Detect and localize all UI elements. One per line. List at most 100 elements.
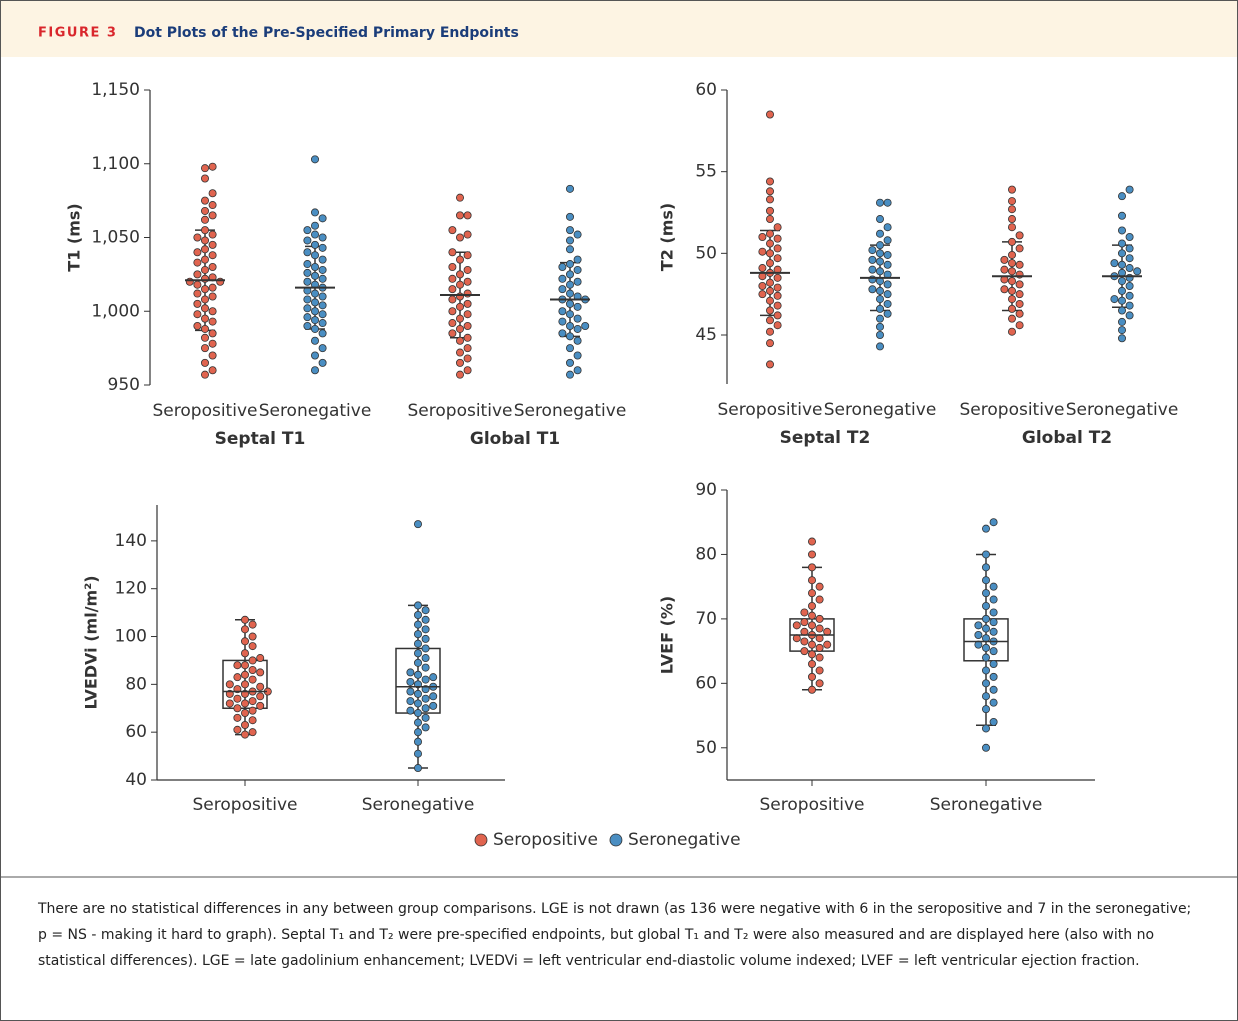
dot [1000, 255, 1009, 264]
dot [185, 277, 194, 286]
dot [800, 618, 809, 627]
dot [808, 550, 817, 559]
dot [1110, 259, 1119, 268]
dot [413, 728, 422, 737]
dot [1125, 185, 1134, 194]
dot [248, 675, 257, 684]
dot [876, 304, 885, 313]
dot [208, 262, 217, 271]
dot [413, 630, 422, 639]
y-tick-label: 70 [695, 609, 717, 629]
x-tick-label: Seropositive [718, 400, 823, 420]
dot [448, 226, 457, 235]
dot [766, 195, 775, 204]
dot [808, 602, 817, 611]
dot [463, 321, 472, 330]
dot [1118, 239, 1127, 248]
dot [208, 366, 217, 375]
dot [808, 672, 817, 681]
dot [208, 230, 217, 239]
dot [876, 314, 885, 323]
dot [406, 706, 415, 715]
y-tick-label: 950 [108, 375, 140, 395]
dot [808, 563, 817, 572]
dot [982, 589, 991, 598]
dot [566, 212, 575, 221]
dot [318, 255, 327, 264]
dot [815, 614, 824, 623]
dot [566, 245, 575, 254]
dot [448, 295, 457, 304]
dot [808, 650, 817, 659]
dot [1008, 277, 1017, 286]
dot [413, 620, 422, 629]
dot [1118, 226, 1127, 235]
dot [989, 582, 998, 591]
dot [883, 290, 892, 299]
dot [876, 229, 885, 238]
dot [413, 709, 422, 718]
x-tick-label: Seronegative [362, 795, 475, 815]
dot [1125, 232, 1134, 241]
y-tick-label: 1,100 [91, 154, 140, 174]
dot [248, 728, 257, 737]
dot [413, 764, 422, 773]
dot [581, 321, 590, 330]
dot [448, 262, 457, 271]
dot [883, 299, 892, 308]
dot [1118, 286, 1127, 295]
dot [1118, 211, 1127, 220]
dot [448, 319, 457, 328]
dot [808, 685, 817, 694]
dot [455, 336, 464, 345]
dot [248, 706, 257, 715]
dot [989, 660, 998, 669]
legend-swatch [474, 833, 488, 847]
dot [758, 247, 767, 256]
dot [1015, 231, 1024, 240]
x-tick-label: Seropositive [760, 795, 865, 815]
dot [573, 336, 582, 345]
dot [208, 317, 217, 326]
dot [1015, 244, 1024, 253]
dot [248, 666, 257, 675]
dot [421, 713, 430, 722]
dot [208, 283, 217, 292]
dot [815, 624, 824, 633]
dot [248, 632, 257, 641]
dot [318, 214, 327, 223]
dot [989, 718, 998, 727]
dot [566, 310, 575, 319]
y-tick-label: 90 [695, 480, 717, 500]
dot [200, 245, 209, 254]
dot [200, 295, 209, 304]
dot [773, 283, 782, 292]
x-tick-label: Seropositive [153, 401, 258, 421]
dot [240, 661, 249, 670]
dot [558, 317, 567, 326]
dot [413, 611, 422, 620]
dot [413, 670, 422, 679]
dot [248, 697, 257, 706]
dot [310, 240, 319, 249]
dot [310, 307, 319, 316]
dot [200, 358, 209, 367]
dot [573, 324, 582, 333]
dot [1008, 237, 1017, 246]
dot [455, 255, 464, 264]
dot [463, 366, 472, 375]
dot [208, 339, 217, 348]
dot [240, 615, 249, 624]
dot [566, 321, 575, 330]
dot [208, 251, 217, 260]
dot [318, 301, 327, 310]
dot [421, 675, 430, 684]
dot [421, 704, 430, 713]
dot [429, 692, 438, 701]
dot [808, 537, 817, 546]
dot [303, 321, 312, 330]
dot [256, 701, 265, 710]
dot [200, 333, 209, 342]
dot [883, 198, 892, 207]
dot [413, 718, 422, 727]
